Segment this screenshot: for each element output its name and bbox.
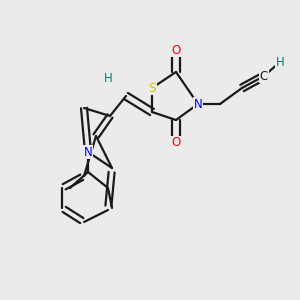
Text: O: O [171,136,181,149]
Text: O: O [171,44,181,56]
Text: H: H [103,73,112,85]
Text: S: S [148,82,156,94]
Text: N: N [194,98,202,110]
Text: H: H [276,56,284,68]
Text: N: N [84,146,92,158]
Text: C: C [260,70,268,83]
